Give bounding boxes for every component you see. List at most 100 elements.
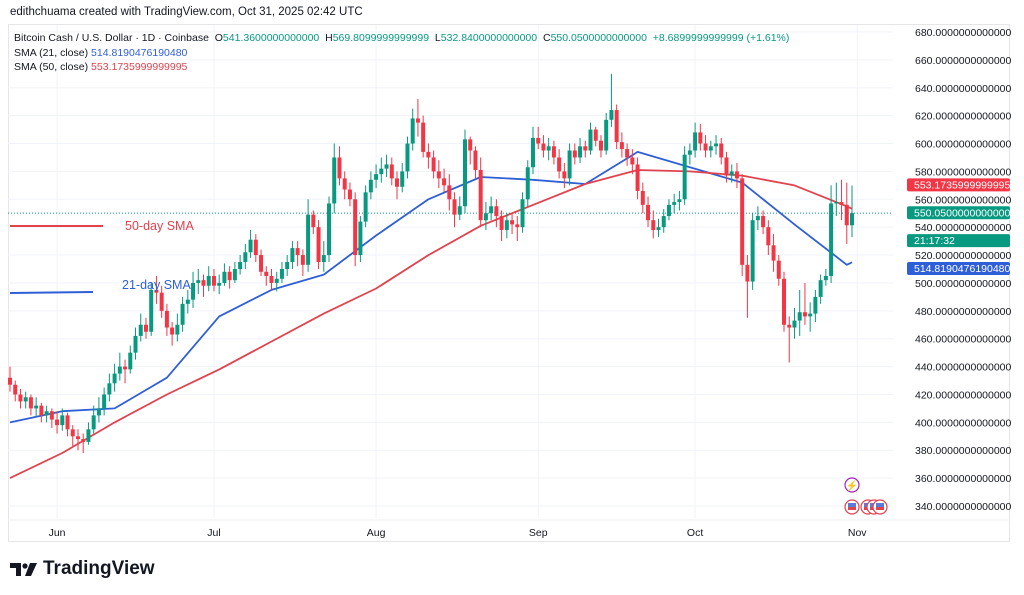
candle-down: [787, 324, 792, 328]
y-axis-tick-label: 620.0000000000000: [915, 111, 1012, 123]
candle-up: [588, 129, 593, 151]
candle-up: [23, 397, 28, 402]
sma21-price-tag: [907, 262, 1010, 276]
candle-up: [672, 202, 677, 205]
sma50-price-tag-label: 553.1735999999995: [914, 179, 1011, 191]
candle-up: [829, 203, 834, 276]
x-axis-tick-label: Jun: [49, 527, 66, 539]
candle-up: [117, 366, 122, 374]
candle-down: [698, 132, 703, 144]
candle-down: [782, 278, 787, 325]
candle-up: [358, 221, 363, 256]
sma50-annotation-label: 50-day SMA: [125, 219, 194, 233]
candle-down: [802, 312, 807, 317]
candle-down: [81, 439, 86, 442]
candle-up: [102, 394, 107, 409]
candle-down: [625, 149, 630, 158]
candle-down: [227, 271, 232, 281]
x-axis-tick-label: Aug: [367, 527, 386, 539]
candle-up: [112, 373, 117, 384]
candle-up: [86, 429, 91, 442]
candle-up: [682, 154, 687, 200]
candle-up: [175, 324, 180, 335]
candle-up: [400, 171, 405, 187]
candle-down: [39, 405, 44, 416]
y-axis-tick-label: 420.0000000000000: [915, 389, 1012, 401]
candle-down: [211, 275, 216, 286]
candle-up: [290, 248, 295, 263]
candle-down: [170, 327, 175, 335]
candle-up: [363, 192, 368, 222]
lightning-glyph: ⚡: [846, 479, 858, 492]
candle-up: [96, 408, 101, 416]
candle-up: [808, 313, 813, 317]
candle-down: [436, 171, 441, 179]
countdown-tag-label: 21:17:32: [914, 235, 955, 247]
sma21-price-tag-label: 514.8190476190480: [914, 263, 1011, 275]
candle-up: [379, 168, 384, 175]
candle-up: [462, 139, 467, 207]
candle-up: [489, 206, 494, 214]
candle-down: [164, 310, 169, 328]
candle-up: [128, 352, 133, 370]
candle-down: [421, 122, 426, 152]
candle-up: [107, 383, 112, 395]
candle-down: [75, 436, 80, 440]
candle-up: [834, 202, 839, 204]
y-axis-tick-label: 640.0000000000000: [915, 83, 1012, 95]
candle-down: [159, 292, 164, 311]
sma50-line: [9, 169, 853, 479]
candle-up: [504, 220, 509, 230]
y-axis-tick-label: 480.0000000000000: [915, 306, 1012, 318]
candle-down: [557, 157, 562, 172]
y-axis-tick-label: 380.0000000000000: [915, 445, 1012, 457]
y-axis-tick-label: 580.0000000000000: [915, 166, 1012, 178]
open-label: O: [214, 32, 223, 44]
y-axis-tick-label: 560.0000000000000: [915, 194, 1012, 206]
sma21-legend-row[interactable]: SMA (21, close) 514.8190476190480: [14, 46, 789, 61]
candle-down: [311, 214, 316, 228]
last-price-tag-label: 550.0500000000000: [914, 207, 1011, 219]
candle-down: [201, 280, 206, 286]
candle-up: [332, 157, 337, 204]
sma50-price-tag: [907, 178, 1010, 192]
candle-up: [714, 143, 719, 147]
candle-down: [619, 142, 624, 150]
candle-up: [520, 199, 525, 228]
tradingview-logo[interactable]: TradingView: [10, 558, 155, 580]
candle-down: [49, 411, 54, 420]
candle-up: [138, 324, 143, 336]
candle-up: [755, 216, 760, 221]
chart-credit: edithchuama created with TradingView.com…: [10, 6, 363, 18]
candle-down: [253, 239, 258, 256]
candle-down: [473, 150, 478, 171]
candle-up: [457, 206, 462, 215]
candle-up: [327, 203, 332, 256]
candle-down: [766, 227, 771, 246]
candle-down: [771, 245, 776, 261]
candle-down: [515, 224, 520, 228]
candle-up: [410, 118, 415, 144]
sma50-legend-row[interactable]: SMA (50, close) 553.1735999999995: [14, 60, 789, 75]
x-axis-tick-label: Sep: [529, 527, 548, 539]
y-axis-tick-label: 540.0000000000000: [915, 222, 1012, 234]
candle-down: [541, 143, 546, 151]
candle-down: [651, 220, 656, 230]
candle-up: [525, 167, 530, 200]
y-axis-tick-label: 460.0000000000000: [915, 334, 1012, 346]
y-axis-tick-label: 440.0000000000000: [915, 362, 1012, 374]
candle-down: [123, 366, 128, 370]
x-axis-tick-label: Nov: [848, 527, 867, 539]
candle-up: [750, 220, 755, 282]
symbol-ohlc-row: Bitcoin Cash / U.S. Dollar · 1D · Coinba…: [14, 31, 789, 46]
chart-legend: Bitcoin Cash / U.S. Dollar · 1D · Coinba…: [14, 31, 789, 75]
symbol-title[interactable]: Bitcoin Cash / U.S. Dollar · 1D · Coinba…: [14, 32, 209, 44]
candle-down: [536, 137, 541, 144]
candle-down: [745, 264, 750, 282]
close-label: C: [542, 32, 551, 44]
candle-up: [374, 174, 379, 180]
candle-down: [337, 157, 342, 179]
candle-down: [844, 204, 849, 226]
candle-down: [13, 384, 18, 395]
